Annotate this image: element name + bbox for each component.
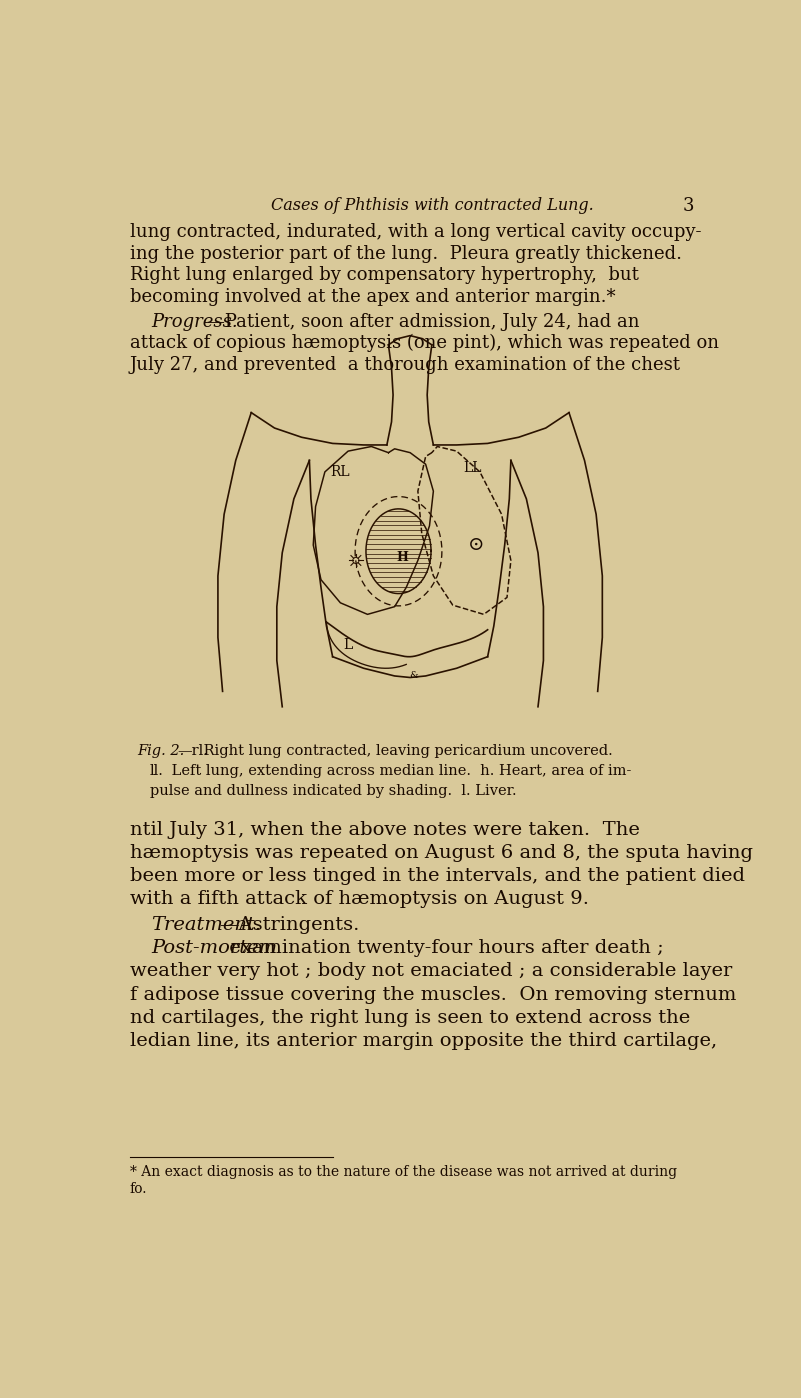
- Text: —Astringents.: —Astringents.: [219, 916, 360, 934]
- Text: lung contracted, indurated, with a long vertical cavity occupy-: lung contracted, indurated, with a long …: [130, 224, 701, 242]
- Text: RL: RL: [331, 466, 350, 480]
- Text: LL: LL: [463, 461, 481, 475]
- Text: 3: 3: [683, 197, 694, 215]
- Text: with a fifth attack of hæmoptysis on August 9.: with a fifth attack of hæmoptysis on Aug…: [130, 891, 589, 909]
- Text: Left lung, extending across median line.  h. Heart, area of im-: Left lung, extending across median line.…: [167, 763, 631, 777]
- Text: hæmoptysis was repeated on August 6 and 8, the sputa having: hæmoptysis was repeated on August 6 and …: [130, 844, 753, 861]
- Text: attack of copious hæmoptysis (one pint), which was repeated on: attack of copious hæmoptysis (one pint),…: [130, 334, 718, 352]
- Text: weather very hot ; body not emaciated ; a considerable layer: weather very hot ; body not emaciated ; …: [130, 962, 732, 980]
- Text: Right lung contracted, leaving pericardium uncovered.: Right lung contracted, leaving pericardi…: [199, 744, 613, 758]
- Text: Treatment.: Treatment.: [151, 916, 261, 934]
- Text: examination twenty-four hours after death ;: examination twenty-four hours after deat…: [223, 939, 663, 958]
- Text: Right lung enlarged by compensatory hypertrophy,  but: Right lung enlarged by compensatory hype…: [130, 267, 638, 284]
- Text: been more or less tinged in the intervals, and the patient died: been more or less tinged in the interval…: [130, 867, 745, 885]
- Text: ll.: ll.: [150, 763, 163, 777]
- Text: Progress.: Progress.: [151, 313, 238, 330]
- Text: —rl.: —rl.: [178, 744, 208, 758]
- Text: Cases of Phthisis with contracted Lung.: Cases of Phthisis with contracted Lung.: [271, 197, 594, 214]
- Text: July 27, and prevented  a thorough examination of the chest: July 27, and prevented a thorough examin…: [130, 355, 681, 373]
- Text: ing the posterior part of the lung.  Pleura greatly thickened.: ing the posterior part of the lung. Pleu…: [130, 245, 682, 263]
- Text: —Patient, soon after admission, July 24, had an: —Patient, soon after admission, July 24,…: [207, 313, 639, 330]
- Text: &: &: [409, 671, 418, 681]
- Text: nd cartilages, the right lung is seen to extend across the: nd cartilages, the right lung is seen to…: [130, 1008, 690, 1026]
- Text: L: L: [344, 637, 352, 651]
- Text: Fig. 2.: Fig. 2.: [137, 744, 184, 758]
- Text: pulse and dullness indicated by shading.  l. Liver.: pulse and dullness indicated by shading.…: [150, 784, 517, 798]
- Text: ledian line, its anterior margin opposite the third cartilage,: ledian line, its anterior margin opposit…: [130, 1032, 717, 1050]
- Text: Post-mortem: Post-mortem: [151, 939, 277, 958]
- Text: f adipose tissue covering the muscles.  On removing sternum: f adipose tissue covering the muscles. O…: [130, 986, 736, 1004]
- Text: fo.: fo.: [130, 1181, 147, 1195]
- Text: H: H: [396, 551, 409, 563]
- Text: ntil July 31, when the above notes were taken.  The: ntil July 31, when the above notes were …: [130, 821, 639, 839]
- Text: * An exact diagnosis as to the nature of the disease was not arrived at during: * An exact diagnosis as to the nature of…: [130, 1165, 677, 1179]
- Text: becoming involved at the apex and anterior margin.*: becoming involved at the apex and anteri…: [130, 288, 615, 306]
- Text: ⊙: ⊙: [468, 535, 484, 554]
